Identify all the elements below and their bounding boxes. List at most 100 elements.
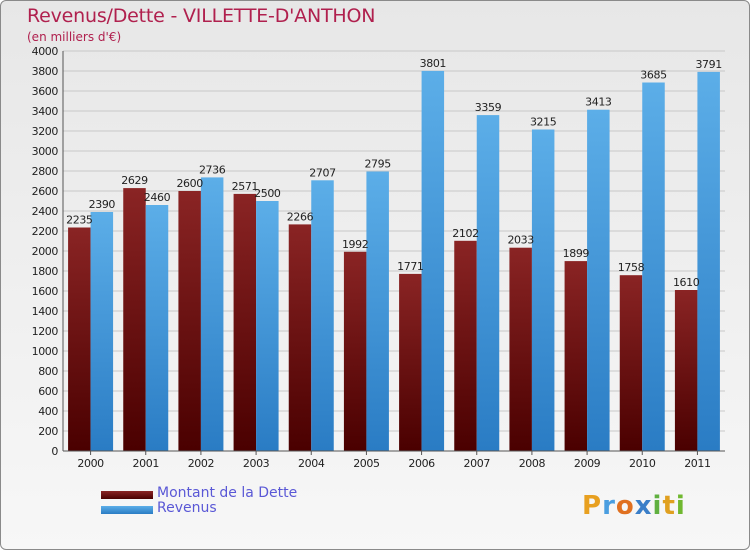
bar-debt bbox=[399, 273, 422, 451]
bar-revenue bbox=[587, 109, 610, 451]
grid-layer bbox=[63, 50, 725, 452]
value-label-debt: 1758 bbox=[618, 261, 645, 274]
value-label-debt: 2571 bbox=[232, 180, 258, 193]
proxiti-logo: Proxiti bbox=[582, 491, 686, 521]
y-tick-label: 2800 bbox=[32, 165, 59, 178]
bar-revenue bbox=[421, 70, 445, 452]
value-label-debt: 1771 bbox=[397, 260, 423, 273]
x-tick-label: 2009 bbox=[574, 457, 601, 470]
y-tick-label: 3000 bbox=[32, 145, 59, 158]
bar-revenue bbox=[256, 201, 279, 451]
legend-swatch-revenue bbox=[101, 506, 153, 514]
chart-subtitle: (en milliers d'€) bbox=[27, 30, 122, 44]
legend-swatch-debt bbox=[101, 491, 153, 499]
value-label-debt: 2235 bbox=[66, 214, 93, 227]
value-label-revenue: 2795 bbox=[364, 158, 391, 171]
axis-layer: 0 200 400 600 800 1000 1200 1400 1600 1800 2000 220… bbox=[32, 45, 725, 470]
bar-revenue bbox=[642, 82, 665, 451]
bar-debt bbox=[564, 261, 588, 451]
bar-revenue bbox=[200, 177, 224, 451]
logo-letter: t bbox=[662, 491, 676, 521]
logo-letter: x bbox=[634, 491, 653, 521]
logo-letter: o bbox=[615, 491, 635, 521]
value-label-debt: 1899 bbox=[563, 247, 590, 260]
y-tick-label: 2600 bbox=[32, 185, 59, 198]
logo-letter: i bbox=[652, 491, 663, 521]
value-label-revenue: 3685 bbox=[640, 69, 667, 82]
bar-revenue bbox=[476, 115, 500, 451]
y-tick-label: 400 bbox=[38, 405, 58, 418]
logo-letter: P bbox=[582, 491, 603, 521]
bar-debt bbox=[68, 227, 91, 451]
y-tick-label: 3400 bbox=[32, 105, 59, 118]
value-label-revenue: 2390 bbox=[89, 198, 116, 211]
x-tick-label: 2003 bbox=[243, 457, 270, 470]
y-tick-label: 200 bbox=[38, 425, 58, 438]
y-tick-label: 2000 bbox=[32, 245, 59, 258]
x-tick-label: 2011 bbox=[684, 457, 710, 470]
value-label-revenue: 3791 bbox=[695, 58, 721, 71]
bar-layer bbox=[68, 70, 720, 452]
bar-revenue bbox=[145, 205, 169, 451]
bar-revenue bbox=[90, 212, 114, 451]
value-label-revenue: 2736 bbox=[199, 163, 226, 176]
x-tick-label: 2010 bbox=[629, 457, 656, 470]
value-label-debt: 1992 bbox=[342, 238, 368, 251]
value-label-debt: 2033 bbox=[507, 234, 534, 247]
y-tick-label: 3600 bbox=[32, 85, 59, 98]
bar-revenue bbox=[366, 171, 389, 451]
bar-revenue bbox=[697, 71, 720, 452]
legend-label-debt: Montant de la Dette bbox=[157, 485, 298, 501]
value-label-debt: 2102 bbox=[452, 227, 478, 240]
x-tick-label: 2007 bbox=[464, 457, 491, 470]
y-tick-label: 1800 bbox=[32, 265, 59, 278]
x-tick-label: 2002 bbox=[188, 457, 214, 470]
value-label-debt: 1610 bbox=[673, 276, 700, 289]
y-tick-label: 3800 bbox=[32, 65, 59, 78]
bar-debt bbox=[288, 224, 312, 451]
y-tick-label: 2400 bbox=[32, 205, 59, 218]
y-tick-label: 3200 bbox=[32, 125, 59, 138]
y-tick-label: 2200 bbox=[32, 225, 59, 238]
y-tick-label: 1400 bbox=[32, 305, 59, 318]
y-tick-label: 800 bbox=[38, 365, 58, 378]
value-label-debt: 2266 bbox=[287, 210, 314, 223]
value-label-revenue: 3215 bbox=[530, 116, 557, 129]
bar-debt bbox=[178, 191, 201, 451]
value-label-revenue: 3413 bbox=[585, 96, 612, 109]
bar-debt bbox=[674, 290, 698, 451]
bar-debt bbox=[509, 247, 532, 451]
bar-debt bbox=[619, 275, 643, 451]
value-label-debt: 2629 bbox=[121, 174, 148, 187]
y-tick-label: 0 bbox=[51, 445, 58, 458]
y-tick-label: 1600 bbox=[32, 285, 59, 298]
logo-letter: r bbox=[602, 491, 616, 521]
x-tick-label: 2008 bbox=[519, 457, 546, 470]
bar-debt bbox=[123, 188, 146, 451]
value-label-revenue: 2707 bbox=[309, 166, 336, 179]
chart-title: Revenus/Dette - VILLETTE-D'ANTHON bbox=[27, 5, 376, 27]
x-tick-label: 2004 bbox=[298, 457, 325, 470]
x-tick-label: 2001 bbox=[133, 457, 159, 470]
y-tick-label: 4000 bbox=[32, 45, 59, 58]
logo-letter: i bbox=[675, 491, 686, 521]
value-label-revenue: 3359 bbox=[475, 101, 502, 114]
legend-label-revenue: Revenus bbox=[157, 500, 217, 516]
value-label-revenue: 2500 bbox=[254, 187, 281, 200]
bar-revenue bbox=[311, 180, 334, 452]
x-tick-label: 2000 bbox=[77, 457, 104, 470]
bar-revenue bbox=[531, 129, 555, 451]
x-tick-label: 2005 bbox=[353, 457, 380, 470]
bar-debt bbox=[343, 251, 367, 451]
value-label-revenue: 3801 bbox=[420, 57, 446, 70]
bar-debt bbox=[233, 193, 257, 451]
bar-debt bbox=[454, 240, 477, 451]
y-tick-label: 1000 bbox=[32, 345, 59, 358]
y-tick-label: 1200 bbox=[32, 325, 59, 338]
x-tick-label: 2006 bbox=[408, 457, 435, 470]
value-label-revenue: 2460 bbox=[144, 191, 171, 204]
y-tick-label: 600 bbox=[38, 385, 58, 398]
